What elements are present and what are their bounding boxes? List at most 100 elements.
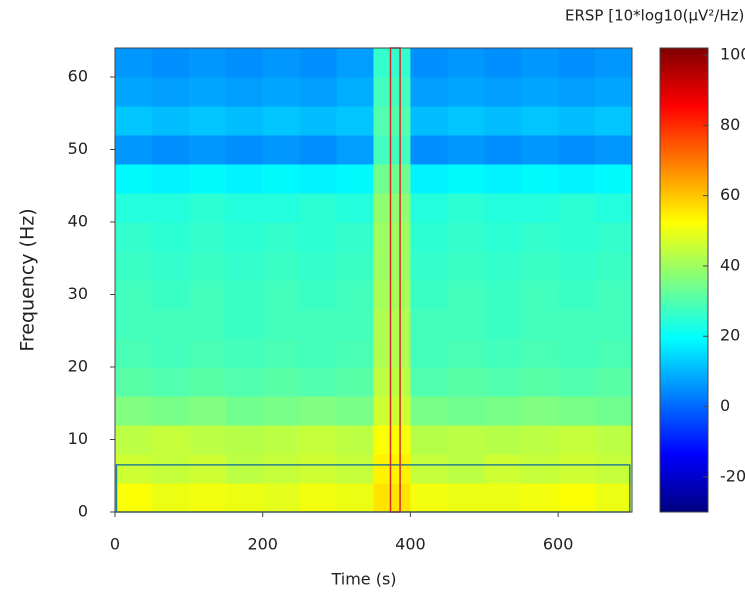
heatmap-cell (225, 396, 264, 426)
heatmap-cell (521, 483, 559, 513)
heatmap-cell (299, 338, 338, 368)
heatmap-cell (484, 48, 522, 78)
heatmap-cell (447, 135, 485, 165)
heatmap-cell (225, 77, 264, 107)
heatmap-cell (447, 251, 485, 281)
heatmap-cell (262, 193, 301, 223)
heatmap-cell (373, 193, 411, 223)
heatmap-cell (299, 367, 338, 397)
heatmap-cell (447, 396, 485, 426)
heatmap-cell (484, 164, 522, 194)
heatmap-cell (558, 135, 596, 165)
heatmap-cell (373, 425, 411, 455)
heatmap-cell (188, 338, 227, 368)
heatmap-cell (151, 164, 190, 194)
heatmap-cell (373, 309, 411, 339)
heatmap-cell (188, 106, 227, 136)
heatmap-cell (151, 77, 190, 107)
heatmap-cell (188, 222, 227, 252)
heatmap-cell (595, 164, 633, 194)
heatmap-cell (336, 164, 374, 194)
heatmap-cell (225, 454, 264, 484)
heatmap-cell (188, 280, 227, 310)
heatmap-cell (447, 309, 485, 339)
heatmap-cell (225, 193, 264, 223)
heatmap-cell (447, 164, 485, 194)
heatmap-cell (188, 454, 227, 484)
heatmap-cell (410, 193, 448, 223)
heatmap-cell (115, 338, 153, 368)
heatmap-cell (299, 309, 338, 339)
heatmap-cell (595, 222, 633, 252)
heatmap-cell (484, 338, 522, 368)
heatmap-cell (595, 483, 633, 513)
heatmap-cell (336, 338, 374, 368)
heatmap-cell (595, 425, 633, 455)
heatmap-cell (410, 309, 448, 339)
heatmap-cell (595, 77, 633, 107)
colorbar (660, 48, 708, 512)
x-tick-label: 200 (247, 535, 278, 554)
heatmap-cell (595, 280, 633, 310)
heatmap-cell (188, 48, 227, 78)
heatmap-cell (521, 309, 559, 339)
heatmap-cell (595, 106, 633, 136)
heatmap-cell (225, 251, 264, 281)
heatmap-cell (115, 193, 153, 223)
heatmap-cell (595, 251, 633, 281)
heatmap-cell (558, 454, 596, 484)
heatmap-cell (484, 396, 522, 426)
heatmap-cell (115, 454, 153, 484)
heatmap-cell (225, 309, 264, 339)
heatmap-cell (373, 396, 411, 426)
heatmap-cell (299, 135, 338, 165)
heatmap-cell (410, 338, 448, 368)
heatmap-cell (558, 483, 596, 513)
heatmap-cell (373, 483, 411, 513)
colorbar-tick-label: 60 (720, 185, 740, 204)
heatmap-cell (262, 251, 301, 281)
heatmap-cell (151, 135, 190, 165)
heatmap-cell (115, 135, 153, 165)
heatmap-cell (410, 77, 448, 107)
heatmap-cell (336, 367, 374, 397)
heatmap-cell (188, 164, 227, 194)
heatmap-cell (299, 280, 338, 310)
heatmap-cell (484, 367, 522, 397)
heatmap-cell (262, 396, 301, 426)
heatmap-cell (299, 483, 338, 513)
heatmap-cell (115, 367, 153, 397)
heatmap-cell (262, 77, 301, 107)
heatmap-cell (373, 454, 411, 484)
heatmap-cell (262, 338, 301, 368)
heatmap-cell (595, 309, 633, 339)
colorbar-tick-label: -20 (720, 466, 745, 485)
heatmap-cell (484, 425, 522, 455)
heatmap-cell (262, 106, 301, 136)
heatmap-cell (595, 193, 633, 223)
heatmap-cell (373, 280, 411, 310)
y-tick-label: 0 (78, 502, 88, 521)
colorbar-title: ERSP [10*log10(μV²/Hz)] (565, 7, 745, 25)
heatmap-cell (447, 193, 485, 223)
heatmap-cell (595, 135, 633, 165)
heatmap-cell (447, 48, 485, 78)
heatmap-cell (188, 483, 227, 513)
heatmap-cell (447, 338, 485, 368)
heatmap-cell (558, 338, 596, 368)
y-tick-label: 30 (68, 284, 88, 303)
heatmap-cell (447, 425, 485, 455)
heatmap-cell (151, 106, 190, 136)
heatmap-cell (225, 367, 264, 397)
heatmap-cell (262, 483, 301, 513)
heatmap-cell (410, 483, 448, 513)
heatmap-cell (225, 280, 264, 310)
colorbar-frame (659, 47, 709, 513)
heatmap-cell (188, 425, 227, 455)
heatmap-cell (336, 425, 374, 455)
heatmap-cell (521, 193, 559, 223)
heatmap-cell (410, 396, 448, 426)
heatmap-cell (595, 48, 633, 78)
heatmap-cell (188, 367, 227, 397)
heatmap-cell (558, 251, 596, 281)
